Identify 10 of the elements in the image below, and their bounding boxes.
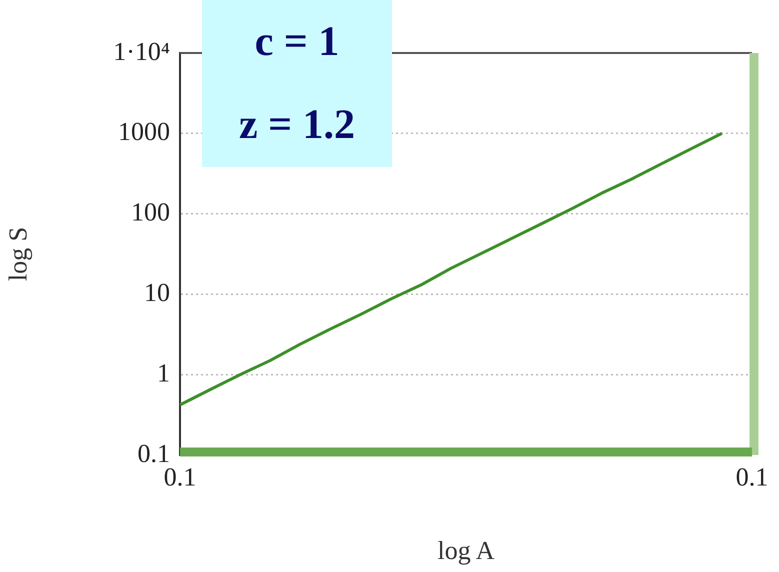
- y-tick-label: 10: [144, 278, 170, 308]
- annotation: c = 1: [254, 18, 340, 66]
- y-tick-label: 1: [157, 358, 170, 388]
- x-axis-title: log A: [437, 536, 495, 566]
- annotation: z = 1.2: [238, 101, 356, 150]
- y-tick-label: 1000: [118, 117, 170, 146]
- y-tick-label: 1·10⁴: [113, 36, 170, 66]
- y-tick-label: 0.1: [138, 438, 170, 468]
- y-axis-title: log S: [3, 226, 32, 282]
- y-tick-label: 100: [131, 198, 170, 227]
